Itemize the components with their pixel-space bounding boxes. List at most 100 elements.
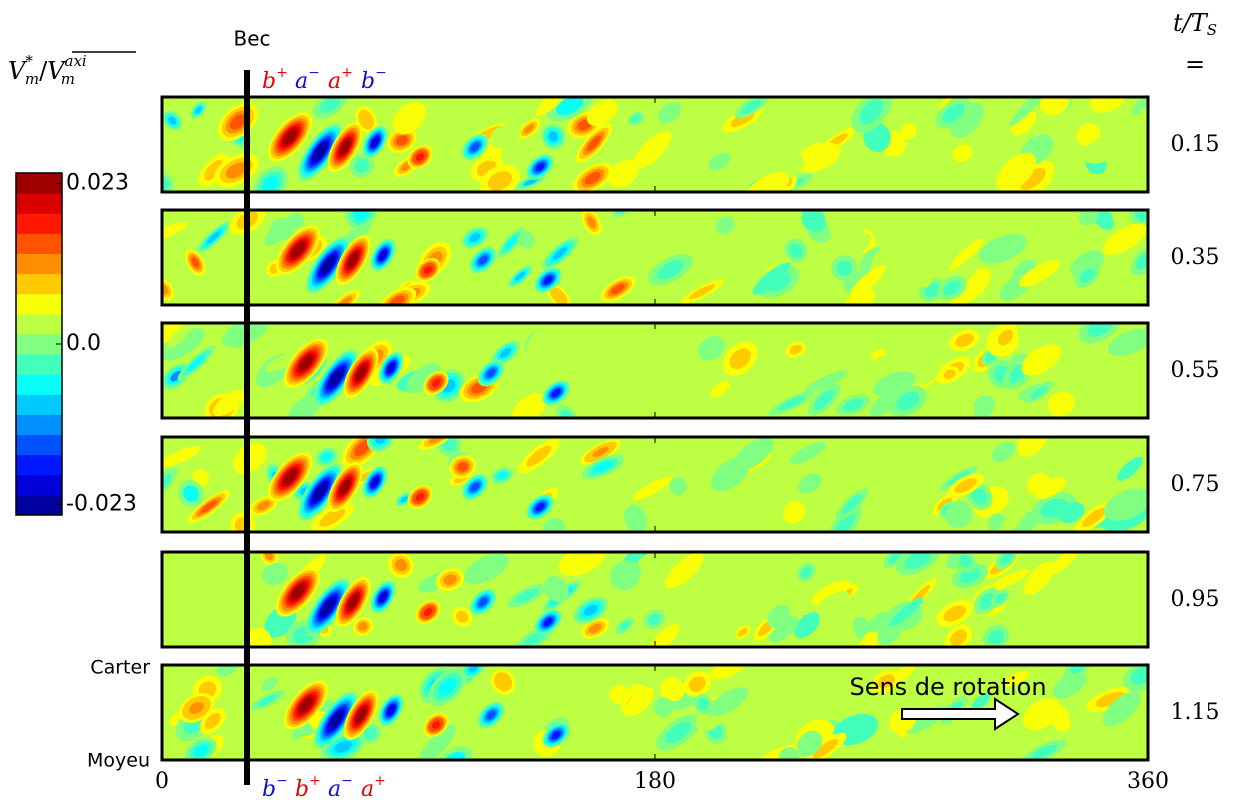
contour-blob <box>716 665 741 675</box>
contour-blob <box>162 323 183 337</box>
contour-blob <box>229 114 246 130</box>
contour-blob <box>517 231 535 249</box>
contour-blob <box>691 125 708 143</box>
contour-blob <box>431 379 441 387</box>
contour-blob <box>213 389 245 417</box>
contour-blob <box>257 694 278 707</box>
contour-blob <box>358 622 368 631</box>
contour-blob <box>1078 380 1109 406</box>
contour-blob <box>535 502 545 512</box>
contour-blob <box>637 552 657 568</box>
contour-blob <box>737 627 748 637</box>
text-part: * <box>25 52 33 70</box>
contour-blob <box>610 283 625 295</box>
contour-blob <box>733 437 774 471</box>
contour-blob <box>543 275 553 285</box>
contour-blob <box>697 698 709 711</box>
contour-field <box>162 210 1148 305</box>
contour-blob <box>805 370 848 393</box>
text-part: t/T <box>1173 9 1209 37</box>
contour-blob <box>945 500 973 528</box>
contour-blob <box>814 390 834 410</box>
contour-blob <box>1087 323 1113 337</box>
contour-blob <box>725 589 769 623</box>
contour-blob <box>715 216 735 235</box>
contour-blob <box>556 97 584 116</box>
contour-blob <box>586 99 618 126</box>
contour-blob <box>665 552 704 589</box>
contour-blob <box>552 246 568 260</box>
contour-blob <box>954 478 977 493</box>
contour-blob <box>400 496 408 503</box>
contour-blob <box>457 462 468 472</box>
contour-blob <box>959 554 972 568</box>
colorbar-band <box>16 233 62 254</box>
contour-blob <box>768 101 803 120</box>
contour-blob <box>752 262 791 295</box>
contour-blob <box>189 702 204 714</box>
contour-blob <box>896 391 920 411</box>
contour-blob <box>994 592 1006 604</box>
contour-blob <box>343 97 372 113</box>
contour-blob <box>321 452 332 462</box>
contour-blob <box>496 471 508 480</box>
text-part: + <box>309 773 321 789</box>
x-tick-label: 0 <box>155 769 169 794</box>
contour-blob <box>523 123 535 134</box>
contour-blob <box>168 116 177 125</box>
contour-blob <box>843 398 864 412</box>
contour-blob <box>423 608 433 616</box>
contour-blob <box>321 256 335 274</box>
wave-label: b− <box>262 773 288 802</box>
text-part: + <box>374 773 386 789</box>
contour-blob <box>1102 223 1147 256</box>
text-part: b <box>361 69 375 94</box>
text-part: a <box>328 69 341 94</box>
contour-blob <box>949 238 984 271</box>
contour-blob <box>910 260 933 289</box>
contour-blob <box>387 363 395 373</box>
contour-blob <box>319 97 341 113</box>
panel-time-label: 0.35 <box>1171 245 1220 270</box>
contour-blob <box>415 153 425 161</box>
contour-blob <box>848 293 869 305</box>
contour-blob <box>551 730 561 740</box>
contour-blob <box>744 171 790 192</box>
contour-blob <box>339 139 351 155</box>
time-label: t/TS <box>1173 9 1217 40</box>
colorbar-band <box>16 253 62 275</box>
contour-blob <box>558 552 606 577</box>
contour-blob <box>862 354 896 388</box>
contour-blob <box>900 123 917 140</box>
contour-blob <box>468 665 478 673</box>
contour-blob <box>819 591 850 610</box>
colorbar-band <box>16 193 62 214</box>
contour-blob <box>888 552 902 564</box>
contour-field <box>162 552 1148 647</box>
contour-blob <box>971 488 988 505</box>
colorbar-band <box>16 454 62 476</box>
text-part: / <box>39 57 48 85</box>
contour-blob <box>291 242 305 258</box>
contour-blob <box>841 225 865 249</box>
contour-blob <box>947 471 971 487</box>
contour-blob <box>489 123 521 149</box>
colorbar-tick-label: 0.023 <box>66 170 129 195</box>
contour-blob <box>949 268 991 305</box>
contour-blob <box>746 501 780 532</box>
contour-blob <box>794 612 820 639</box>
contour-blob <box>1079 268 1095 283</box>
contour-blob <box>971 395 995 418</box>
contour-blob <box>741 99 762 114</box>
contour-blob <box>777 395 806 411</box>
contour-blob <box>772 150 804 180</box>
contour-blob <box>993 505 1028 532</box>
contour-blob <box>379 592 387 602</box>
contour-blob <box>200 500 218 514</box>
contour-blob <box>1017 437 1049 457</box>
contour-blob <box>707 687 749 717</box>
contour-blob <box>191 257 200 268</box>
contour-blob <box>708 152 731 171</box>
contour-blob <box>1102 691 1141 727</box>
